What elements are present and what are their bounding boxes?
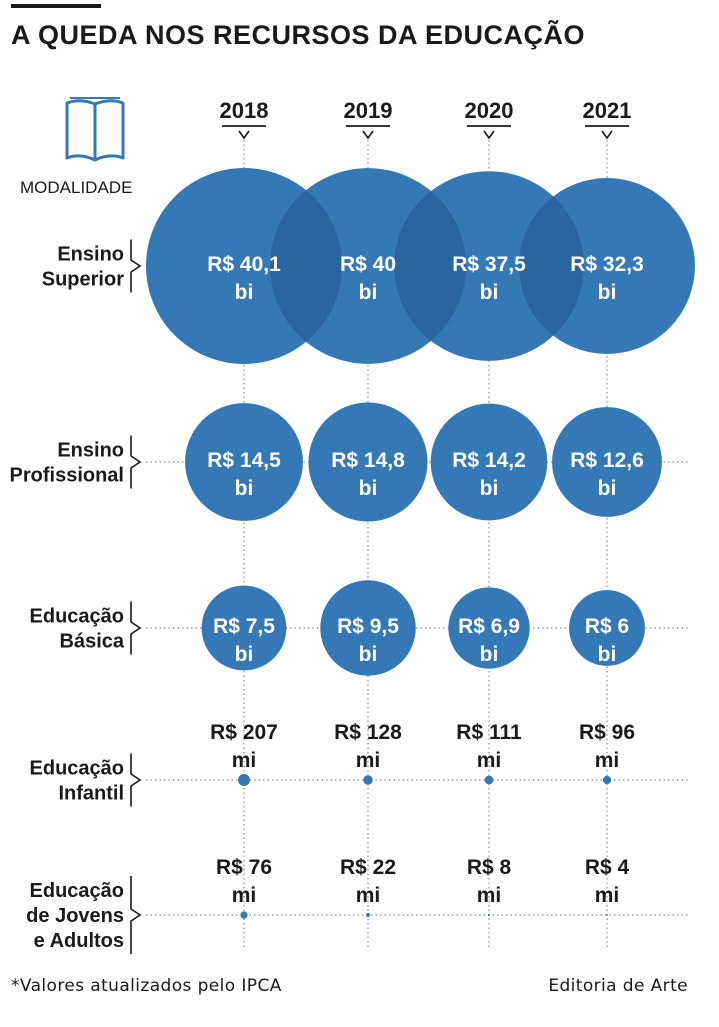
bubble <box>602 775 612 785</box>
bubble <box>308 402 428 522</box>
bubble <box>552 407 662 517</box>
bubble <box>201 585 287 671</box>
value-label: R$ 4 <box>585 856 630 879</box>
row-bracket-icon <box>130 876 142 954</box>
row-label: de Jovens <box>26 905 124 927</box>
bubble <box>363 775 373 785</box>
bubble-overlap <box>519 196 584 336</box>
row-label: Ensino <box>57 440 124 462</box>
credit: Editoria de Arte <box>548 976 688 996</box>
row-labels: Ensino Superior Ensino Profissional Educação… <box>10 239 142 954</box>
value-label: R$ 76 <box>216 856 272 879</box>
row-label: Educação <box>30 880 124 902</box>
unit-label: mi <box>477 749 502 772</box>
bubble-overlap <box>270 190 343 342</box>
year-label: 2021 <box>583 98 632 123</box>
value-label: R$ 7,5 <box>213 615 275 638</box>
value-label: R$ 207 <box>210 721 278 744</box>
bubble <box>569 590 645 666</box>
year-caret-icon <box>483 130 495 140</box>
unit-label: bi <box>480 281 499 304</box>
bubble <box>185 403 303 521</box>
value-label: R$ 6 <box>585 615 629 638</box>
row-label: e Adultos <box>34 930 124 952</box>
bubble-labels: R$ 40,1 bi R$ 40 bi R$ 37,5 bi R$ 32,3 bi R$ 14,… <box>207 253 644 907</box>
value-label: R$ 40 <box>340 253 396 276</box>
row-label: Infantil <box>58 783 124 805</box>
row-bracket-icon <box>130 239 142 293</box>
value-label: R$ 96 <box>579 721 635 744</box>
unit-label: mi <box>232 749 257 772</box>
unit-label: bi <box>235 281 254 304</box>
row-label: Básica <box>60 631 125 653</box>
year-caret-icon <box>238 130 250 140</box>
value-label: R$ 6,9 <box>458 615 520 638</box>
unit-label: bi <box>598 643 617 666</box>
unit-label: mi <box>356 749 381 772</box>
unit-label: mi <box>477 884 502 907</box>
bubble <box>487 913 491 917</box>
year-label: 2018 <box>220 98 269 123</box>
row-bracket-icon <box>130 601 142 655</box>
value-label: R$ 37,5 <box>452 253 526 276</box>
unit-label: bi <box>359 477 378 500</box>
value-label: R$ 22 <box>340 856 396 879</box>
row-label: Profissional <box>10 465 124 487</box>
value-label: R$ 8 <box>467 856 512 879</box>
unit-label: bi <box>359 281 378 304</box>
unit-label: bi <box>480 643 499 666</box>
bubble <box>240 911 248 919</box>
value-label: R$ 111 <box>456 721 522 744</box>
unit-label: bi <box>235 477 254 500</box>
value-label: R$ 12,6 <box>570 449 644 472</box>
value-label: R$ 14,2 <box>452 449 526 472</box>
value-label: R$ 128 <box>334 721 402 744</box>
bubble <box>238 774 250 786</box>
title-rule <box>11 4 101 8</box>
year-headers: 2018 2019 2020 2021 <box>220 98 632 140</box>
unit-label: bi <box>480 477 499 500</box>
bubble <box>448 587 530 669</box>
row-label: Ensino <box>57 244 124 266</box>
bubble <box>484 775 494 785</box>
row-label: Educação <box>30 606 124 628</box>
bubble <box>430 403 548 521</box>
unit-label: mi <box>356 884 381 907</box>
book-icon <box>65 97 125 162</box>
unit-label: bi <box>598 281 617 304</box>
value-label: R$ 9,5 <box>337 615 399 638</box>
modality-header: MODALIDADE <box>20 178 132 197</box>
bubble-overlap <box>394 191 466 341</box>
unit-label: mi <box>232 884 257 907</box>
year-label: 2019 <box>344 98 393 123</box>
unit-label: bi <box>235 643 254 666</box>
value-label: R$ 14,8 <box>331 449 405 472</box>
bubble <box>320 580 416 676</box>
row-label: Educação <box>30 758 124 780</box>
unit-label: mi <box>595 749 620 772</box>
footnote: *Valores atualizados pelo IPCA <box>11 976 282 996</box>
unit-label: bi <box>359 643 378 666</box>
value-label: R$ 14,5 <box>207 449 281 472</box>
overlaps <box>270 190 584 342</box>
row-bracket-icon <box>130 435 142 489</box>
value-label: R$ 32,3 <box>570 253 644 276</box>
unit-label: mi <box>595 884 620 907</box>
unit-label: bi <box>598 477 617 500</box>
bubble <box>366 913 370 917</box>
row-label: Superior <box>42 269 124 291</box>
year-caret-icon <box>601 130 613 140</box>
row-bracket-icon <box>130 753 142 807</box>
bubble <box>606 914 608 916</box>
year-label: 2020 <box>465 98 514 123</box>
chart-title: A QUEDA NOS RECURSOS DA EDUCAÇÃO <box>11 20 586 50</box>
year-caret-icon <box>362 130 374 140</box>
value-label: R$ 40,1 <box>207 253 281 276</box>
